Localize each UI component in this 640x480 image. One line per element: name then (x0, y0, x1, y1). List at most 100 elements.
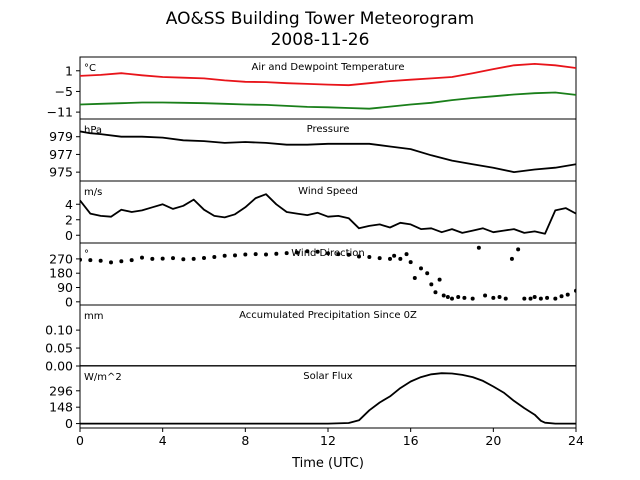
data-point (191, 256, 196, 261)
series-line (80, 63, 576, 87)
data-point (336, 252, 341, 257)
y-tick-label: 0.10 (45, 323, 73, 338)
x-axis: 0 4 8 12 16 20 24 (76, 428, 584, 448)
y-tick-label: 2 (65, 212, 73, 227)
data-point (80, 257, 82, 262)
x-tick-label: 20 (485, 433, 501, 448)
y-tick-label: 148 (49, 400, 73, 415)
data-point (243, 252, 248, 257)
y-tick-label: 296 (49, 383, 73, 398)
x-tick-label: 4 (159, 433, 167, 448)
data-point (295, 250, 299, 255)
x-tick-label: 16 (403, 433, 419, 448)
y-tick-label: 0.05 (45, 341, 73, 356)
y-tick-label: 4 (65, 197, 73, 212)
data-point (445, 295, 450, 300)
panel-unit-label: mm (84, 311, 103, 322)
series-line (80, 372, 576, 425)
x-axis-label: Time (UTC) (291, 456, 364, 471)
data-point (404, 252, 409, 257)
data-point (222, 253, 227, 258)
y-tick-label: 270 (49, 251, 73, 266)
data-point (233, 253, 237, 258)
x-tick-label: 24 (568, 433, 584, 448)
y-tick-label: 180 (49, 266, 73, 281)
panel-1: 1 −5 −11 °C Air and Dewpoint Temperature (47, 56, 577, 120)
panel-unit-label: ° (84, 249, 89, 260)
panel-unit-label: °C (84, 63, 96, 74)
data-point (202, 255, 206, 260)
data-point (433, 290, 438, 295)
y-tick-label: 0 (65, 228, 73, 243)
figure-title: AO&SS Building Tower Meteorogram (166, 9, 474, 29)
data-point (274, 251, 279, 256)
data-point (528, 296, 533, 301)
panel-unit-label: m/s (84, 187, 102, 198)
data-point (264, 252, 268, 257)
series-line (80, 193, 576, 235)
data-point (150, 256, 155, 261)
data-point (483, 293, 488, 298)
panel-title: Solar Flux (303, 371, 353, 382)
panel-title: Wind Speed (298, 186, 358, 197)
data-point (357, 254, 361, 259)
data-point (367, 254, 372, 259)
y-tick-label: −11 (47, 105, 73, 120)
data-point (476, 245, 481, 250)
data-point (412, 275, 417, 280)
panel-3: 420 m/s Wind Speed (65, 180, 577, 244)
data-point (470, 296, 475, 301)
data-point (408, 260, 413, 265)
data-point (532, 295, 537, 300)
figure-subtitle: 2008-11-26 (271, 30, 370, 50)
y-tick-label: 0 (65, 294, 73, 309)
data-point (574, 288, 576, 293)
panel-5: 0.10 0.05 0.00 mm Accumulated Precipitation … (45, 304, 577, 374)
data-point (497, 295, 502, 300)
series-line (80, 91, 576, 110)
data-point (456, 295, 461, 300)
panel-title: Accumulated Precipitation Since 0Z (239, 310, 417, 321)
data-point (565, 292, 570, 297)
data-point (503, 296, 508, 301)
data-point (462, 295, 467, 300)
data-point (109, 260, 113, 265)
data-point (305, 249, 310, 254)
data-point (315, 249, 320, 254)
data-point (98, 258, 103, 263)
data-point (326, 251, 330, 256)
x-tick-label: 8 (241, 433, 249, 448)
data-point (419, 266, 423, 271)
panel-2: 979 977 975 hPa Pressure (49, 118, 577, 182)
data-point (171, 256, 175, 261)
data-point (437, 277, 442, 282)
panel-unit-label: hPa (84, 125, 102, 136)
data-point (429, 282, 434, 287)
data-point (392, 253, 397, 258)
chart-panels: 1−5−11°C Air and Dewpoint Temperature9799… (45, 56, 577, 431)
y-tick-label: 1 (65, 63, 73, 78)
panel-title: Pressure (307, 124, 350, 135)
data-point (388, 256, 392, 261)
data-point (516, 247, 521, 252)
x-tick-label: 12 (320, 433, 336, 448)
data-point (538, 296, 543, 301)
data-point (522, 296, 527, 301)
series-line (80, 130, 576, 173)
data-point (140, 255, 144, 260)
data-point (425, 271, 430, 276)
panel-unit-label: W/m^2 (84, 372, 122, 383)
data-point (491, 295, 496, 300)
data-point (559, 294, 564, 299)
data-point (181, 257, 186, 262)
data-point (253, 252, 258, 257)
y-tick-label: 975 (49, 165, 73, 180)
y-tick-label: 977 (49, 147, 73, 162)
data-point (553, 296, 558, 301)
y-tick-label: 979 (49, 129, 73, 144)
data-point (398, 256, 403, 261)
data-point (509, 256, 514, 261)
